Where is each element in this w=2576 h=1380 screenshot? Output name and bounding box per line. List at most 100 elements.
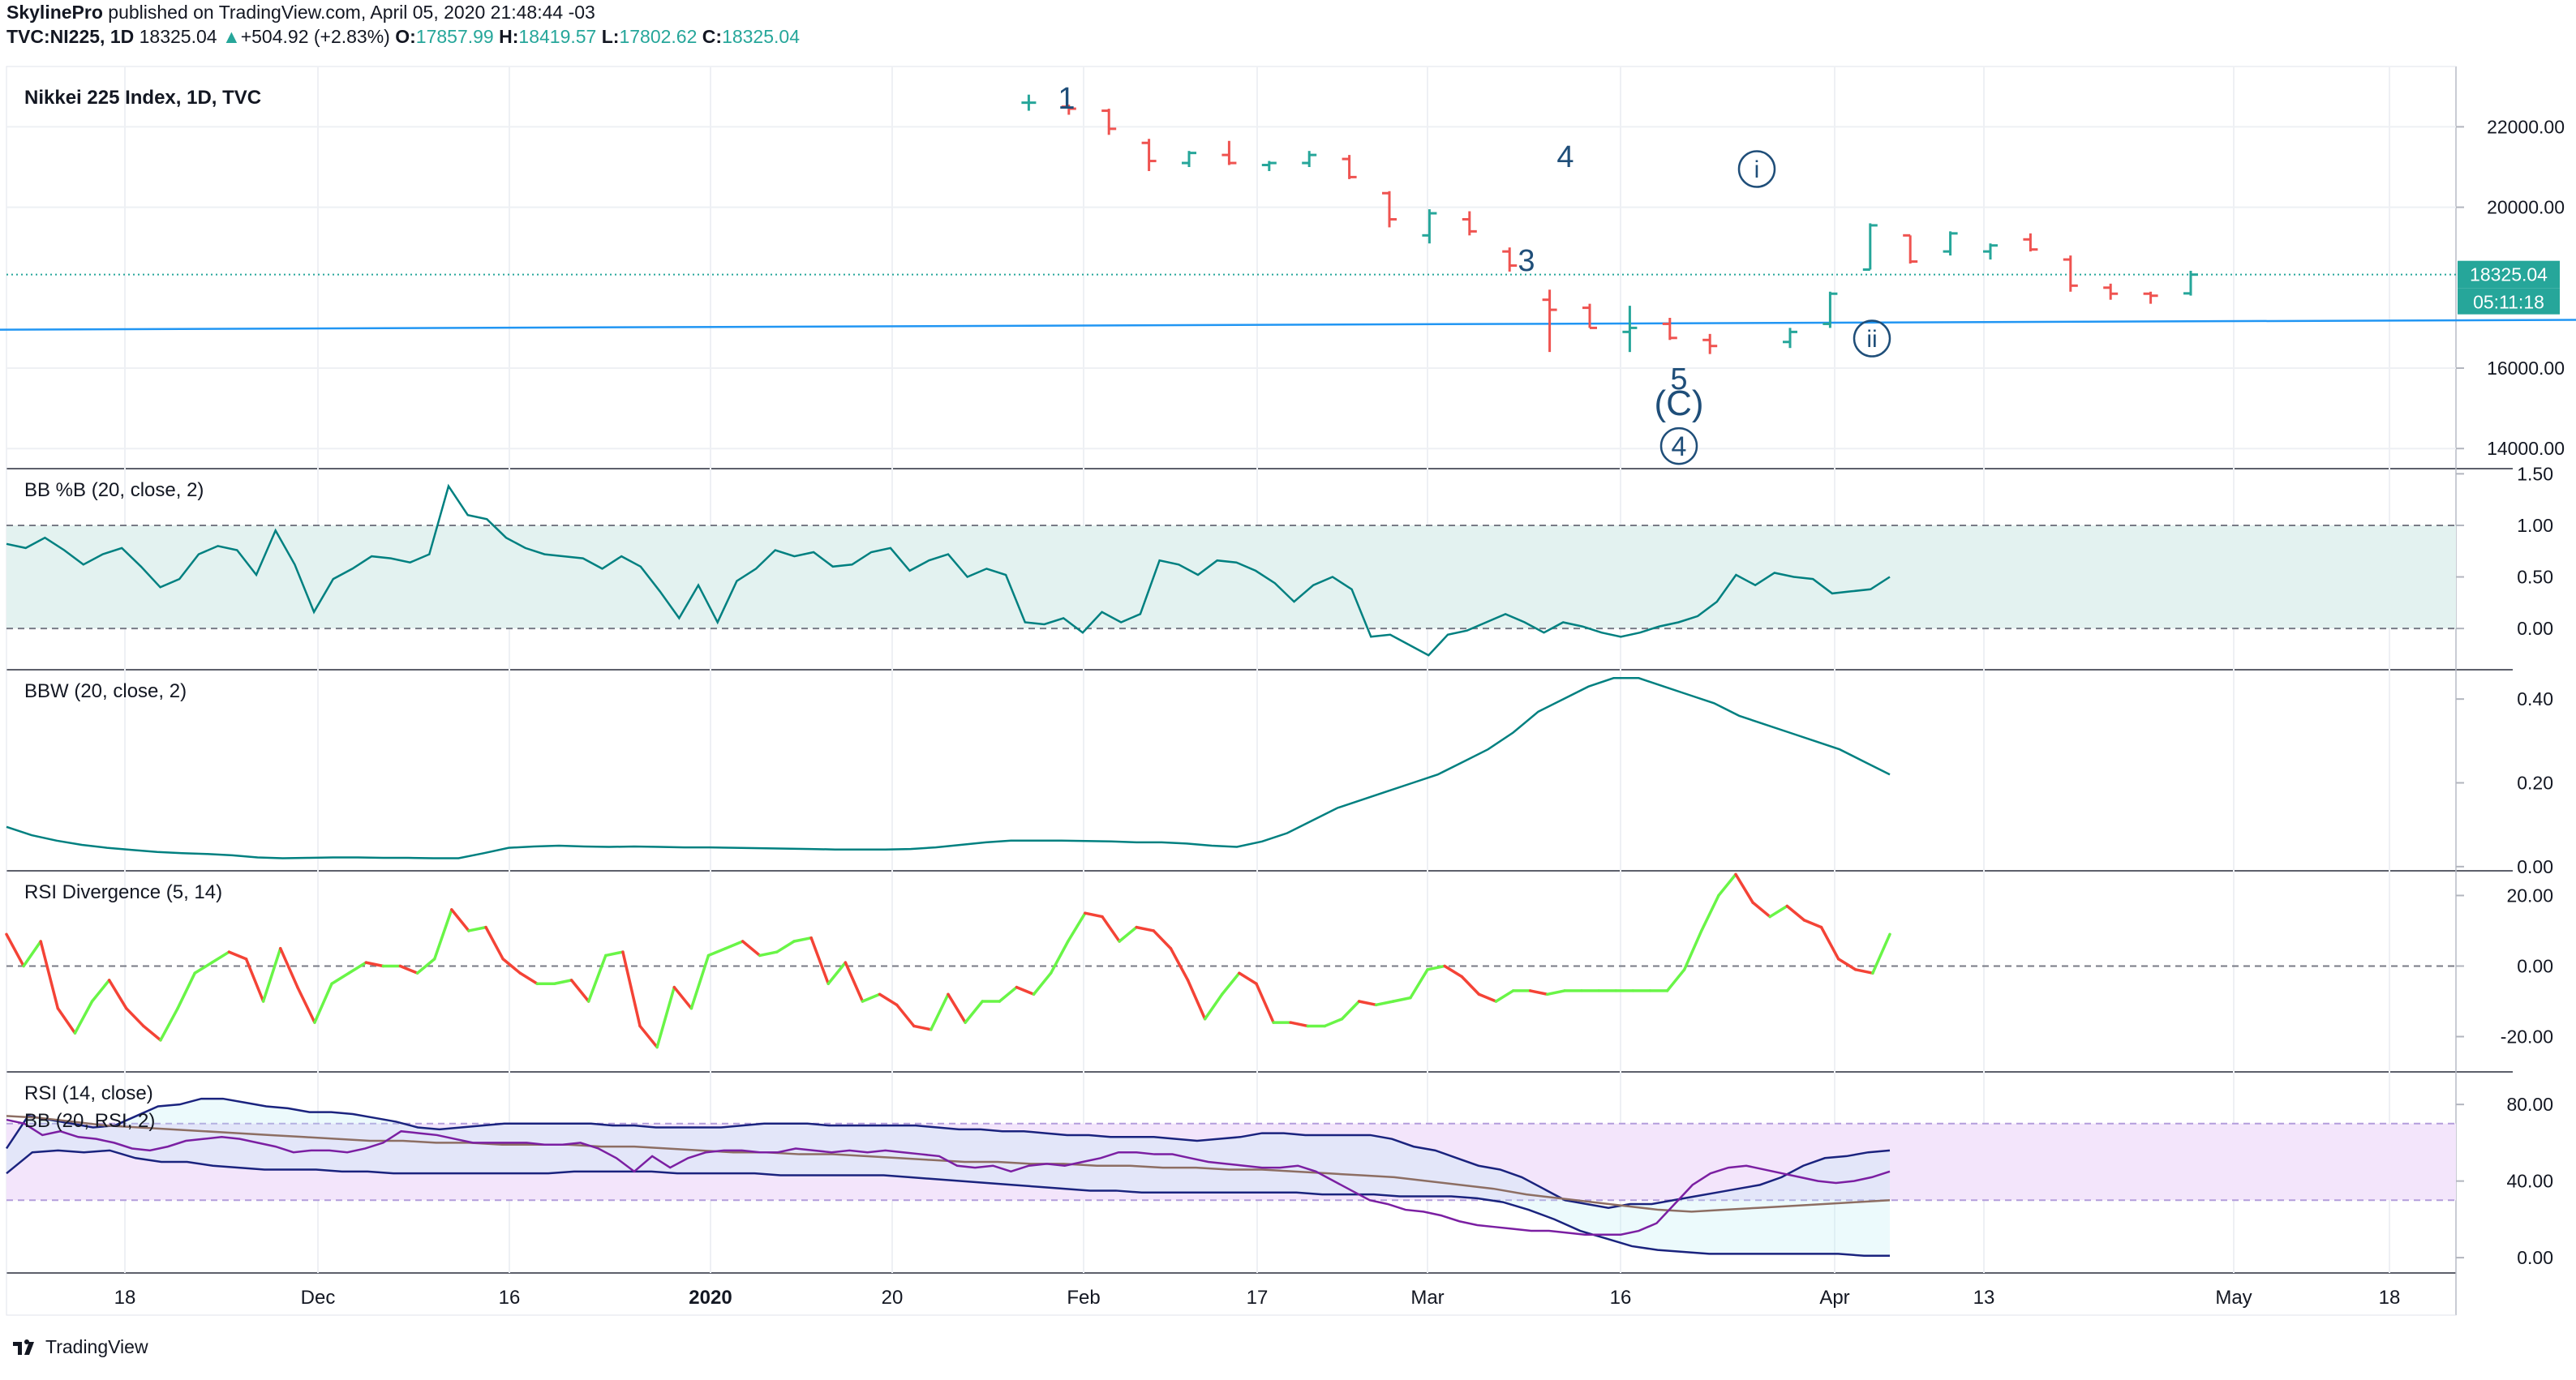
rsi-div-segment: [1717, 872, 1737, 898]
countdown-label: 05:11:18: [2473, 292, 2544, 313]
rsi-div-segment: [1015, 985, 1036, 996]
price-label: 18325.04: [2470, 264, 2548, 285]
bbw-line: [6, 677, 1891, 859]
high-label: H:: [499, 26, 519, 47]
rsi-div-segment: [1049, 940, 1070, 975]
rsi-div-segment: [1802, 919, 1823, 929]
x-tick-label: Dec: [301, 1287, 336, 1309]
wave-circle: [1853, 319, 1891, 358]
rsi-div-segment: [1409, 968, 1429, 1000]
rsi-div-segment: [775, 940, 796, 954]
x-tick-label: 18: [2379, 1287, 2401, 1309]
rsi-div-segment: [1203, 992, 1224, 1021]
rsi-div-segment: [1528, 989, 1549, 996]
y-tick-label: 20.00: [2506, 885, 2553, 906]
rsi-div-segment: [125, 1006, 145, 1028]
countdown-box: [2458, 288, 2560, 315]
rsi-div-segment: [467, 925, 487, 932]
symbol-line: TVC:NI225, 1D 18325.04 ▲+504.92 (+2.83%)…: [6, 26, 800, 48]
rsi-div-segment: [176, 971, 196, 1010]
y-tick-label: 20000.00: [2487, 197, 2565, 218]
pane-title: Nikkei 225 Index, 1D, TVC: [24, 87, 261, 109]
low-label: L:: [601, 26, 620, 47]
rsi-div-segment: [1169, 946, 1190, 982]
pane-title: RSI (14, close): [24, 1082, 153, 1104]
rsi-div-segment: [1032, 971, 1053, 996]
pane-title: BB %B (20, close, 2): [24, 479, 204, 501]
symbol: TVC:NI225, 1D: [6, 26, 135, 47]
rsi-div-segment: [244, 958, 265, 1003]
rsi-div-segment: [56, 1006, 77, 1035]
x-tick-label: Mar: [1410, 1287, 1444, 1309]
rsi-div-segment: [1854, 968, 1874, 975]
rsi-div-segment: [1785, 904, 1806, 922]
wave-label: (C): [1654, 384, 1703, 423]
price-label-box: [2458, 260, 2560, 289]
wave-label: 4: [1556, 140, 1574, 174]
rsi-div-segment: [723, 940, 745, 950]
y-tick-label: 40.00: [2506, 1171, 2553, 1192]
y-tick-label: 0.20: [2517, 773, 2553, 794]
rsi-div-segment: [1494, 989, 1515, 1003]
rsi-div-segment: [809, 936, 830, 985]
rsi-div-segment: [895, 1003, 916, 1028]
wave-label: 5: [1670, 362, 1687, 396]
rsi-div-segment: [1836, 958, 1857, 971]
x-tick-label: 20: [882, 1287, 904, 1309]
pane-subtitle: BB (20, RSI, 2): [24, 1110, 155, 1132]
rsi-div-segment: [655, 985, 676, 1049]
rsi-div-segment: [964, 1000, 984, 1024]
rsi-div-segment: [484, 925, 504, 961]
open-value: 17857.99: [415, 26, 494, 47]
rsi-div-segment: [672, 985, 693, 1010]
rsi-div-segment: [278, 946, 299, 989]
y-tick-label: 1.00: [2517, 515, 2553, 536]
rsi-div-segment: [296, 985, 316, 1024]
rsi-div-segment: [792, 936, 813, 943]
rsi-div-segment: [398, 964, 419, 975]
wave-label: 4: [1672, 431, 1687, 462]
rsi-div-segment: [1665, 968, 1686, 992]
rsi-div-segment: [90, 979, 111, 1003]
rsi-div-segment: [689, 954, 711, 1010]
last-price: 18325.04: [139, 26, 217, 47]
wave-label: i: [1754, 156, 1760, 183]
y-tick-label: 0.00: [2517, 856, 2553, 877]
rsi-div-segment: [1700, 894, 1720, 932]
rsi-div-segment: [1871, 932, 1891, 975]
x-tick-label: 2020: [689, 1287, 732, 1309]
rsi-div-segment: [1477, 992, 1498, 1003]
y-tick-label: 0.00: [2517, 955, 2553, 976]
rsi-div-segment: [210, 950, 231, 964]
change-up-icon: ▲: [221, 26, 241, 47]
rsi-div-segment: [861, 992, 882, 1003]
rsi-div-segment: [758, 950, 779, 958]
chart-frame: [6, 66, 2457, 1316]
rsi-div-segment: [1768, 904, 1789, 919]
publisher-name[interactable]: SkylinePro: [6, 2, 103, 23]
rsi-div-segment: [741, 940, 762, 958]
x-tick-label: 16: [499, 1287, 521, 1309]
rsi-div-segment: [1118, 925, 1138, 943]
rsi-div-segment: [5, 932, 25, 968]
rsi-band: [6, 1123, 2456, 1201]
x-tick-label: 16: [1610, 1287, 1632, 1309]
close-label: C:: [702, 26, 723, 47]
y-tick-label: 0.00: [2517, 618, 2553, 639]
rsi-div-segment: [501, 958, 522, 975]
footer-brand[interactable]: TradingView: [45, 1336, 148, 1357]
wave-circle: [1659, 426, 1698, 465]
rsi-div-segment: [586, 954, 608, 1003]
rsi-div-segment: [1751, 901, 1771, 919]
x-tick-label: Apr: [1819, 1287, 1849, 1309]
publisher-line: SkylinePro published on TradingView.com,…: [6, 2, 595, 24]
pane-title: BBW (20, close, 2): [24, 680, 187, 702]
x-tick-label: 13: [1973, 1287, 1995, 1309]
rsi-div-segment: [569, 979, 590, 1003]
rsi-div-segment: [1289, 1021, 1310, 1028]
rsi-div-segment: [450, 908, 470, 932]
rsi-div-segment: [1255, 982, 1275, 1024]
price-change: +504.92 (+2.83%): [240, 26, 390, 47]
y-tick-label: 1.50: [2517, 463, 2553, 484]
